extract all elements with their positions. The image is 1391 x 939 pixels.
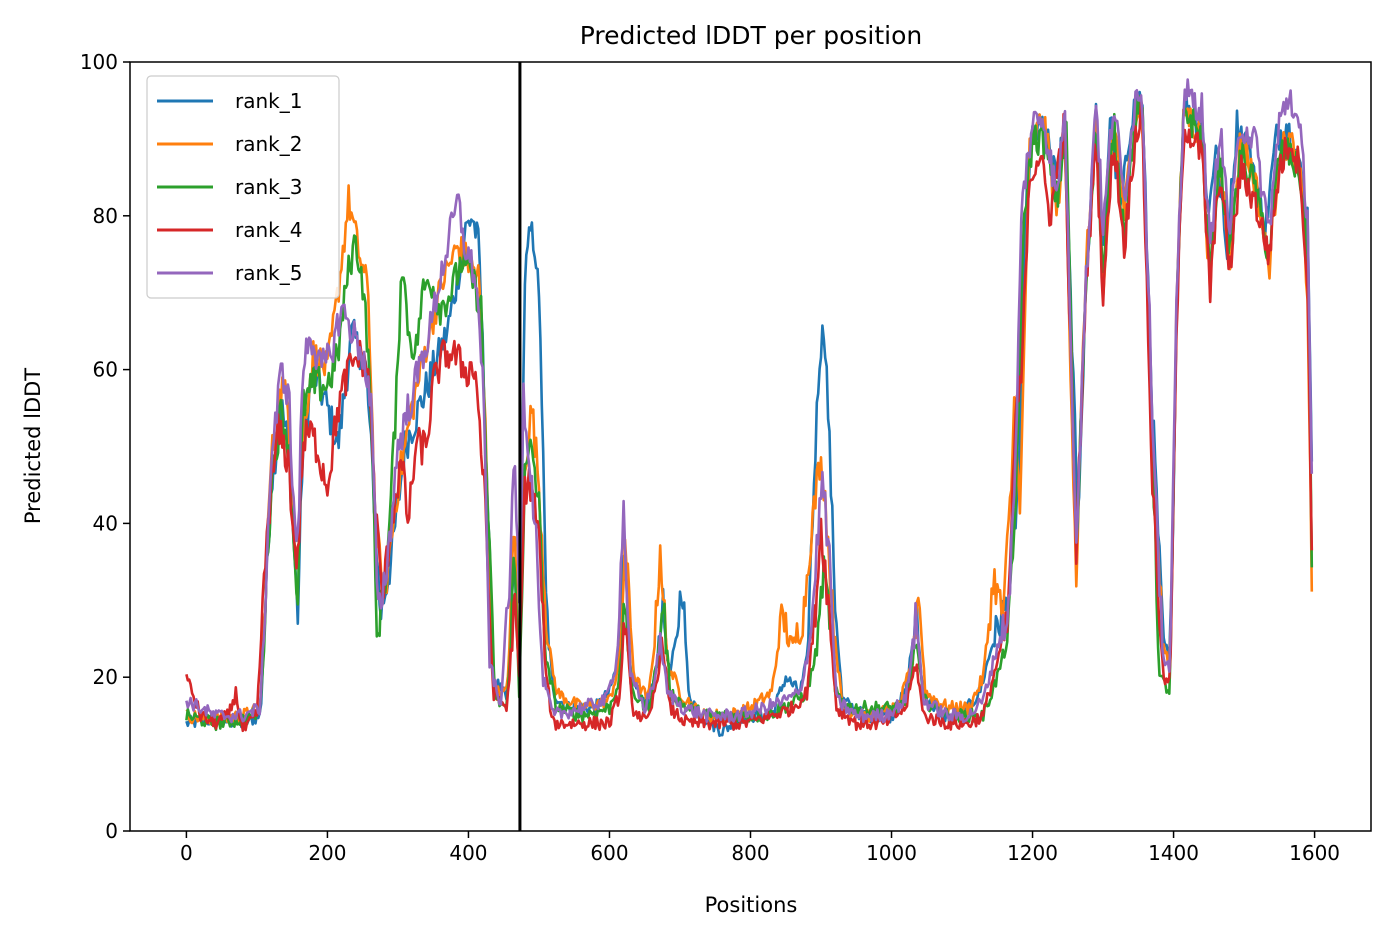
series-layer xyxy=(185,78,1314,737)
legend-label-rank_1: rank_1 xyxy=(235,89,302,113)
series-line-rank_4 xyxy=(185,97,1314,733)
x-tick-label: 600 xyxy=(590,841,628,865)
x-axis: 0 200 400 600 800 1000 1200 1400 1600 xyxy=(180,831,1340,865)
x-tick-label: 1200 xyxy=(1007,841,1058,865)
x-tick-label: 0 xyxy=(180,841,193,865)
legend-label-rank_4: rank_4 xyxy=(235,218,302,242)
x-tick-label: 1600 xyxy=(1289,841,1340,865)
y-tick-label: 20 xyxy=(93,665,118,689)
legend-box xyxy=(146,75,340,299)
series-line-rank_5 xyxy=(185,78,1314,724)
x-tick-label: 200 xyxy=(308,841,346,865)
legend-label-rank_2: rank_2 xyxy=(235,132,302,156)
legend-label-rank_5: rank_5 xyxy=(235,261,302,285)
x-tick-label: 800 xyxy=(731,841,769,865)
x-tick-label: 400 xyxy=(449,841,487,865)
y-tick-label: 80 xyxy=(93,204,118,228)
y-axis-label: Predicted lDDT xyxy=(21,368,45,524)
y-axis: 0 20 40 60 80 100 xyxy=(80,50,130,843)
y-tick-label: 100 xyxy=(80,50,118,74)
chart-title: Predicted lDDT per position xyxy=(580,21,922,50)
x-axis-label: Positions xyxy=(705,893,798,917)
y-tick-label: 0 xyxy=(105,819,118,843)
legend-label-rank_3: rank_3 xyxy=(235,175,302,199)
y-tick-label: 40 xyxy=(93,511,118,535)
x-tick-label: 1400 xyxy=(1148,841,1199,865)
legend: rank_1 rank_2 rank_3 rank_4 rank_5 xyxy=(146,75,340,299)
x-tick-label: 1000 xyxy=(866,841,917,865)
y-tick-label: 60 xyxy=(93,358,118,382)
